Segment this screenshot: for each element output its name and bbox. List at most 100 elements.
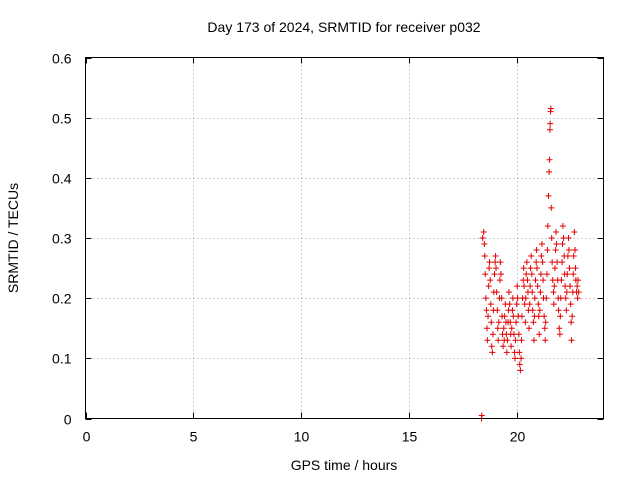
data-point <box>503 349 510 356</box>
data-point <box>544 222 551 229</box>
data-point <box>513 319 520 326</box>
data-point <box>529 289 536 296</box>
data-point <box>544 247 551 254</box>
data-point <box>523 271 530 278</box>
data-point <box>478 412 485 419</box>
data-point <box>508 325 515 332</box>
data-point <box>526 301 533 308</box>
data-point <box>497 271 504 278</box>
data-point <box>574 283 581 290</box>
y-axis-label: SRMTID / TECUs <box>5 183 21 293</box>
data-point <box>512 337 519 344</box>
data-point <box>489 349 496 356</box>
data-point <box>575 277 582 284</box>
y-tick-label: 0.4 <box>52 171 72 187</box>
data-point <box>563 289 570 296</box>
data-point <box>559 259 566 266</box>
data-point <box>548 235 555 241</box>
x-tick-labels: 0 5 10 15 20 <box>83 429 526 445</box>
data-point <box>547 105 554 112</box>
data-point <box>513 301 520 308</box>
data-point <box>556 331 563 338</box>
data-point <box>570 253 577 260</box>
data-point <box>565 235 572 241</box>
y-tick-label: 0.5 <box>52 111 72 127</box>
data-point <box>536 307 543 314</box>
data-point <box>536 331 543 338</box>
data-point <box>495 337 502 344</box>
data-point <box>482 271 489 278</box>
x-axis-label: GPS time / hours <box>291 457 398 473</box>
data-point <box>543 295 550 302</box>
data-point <box>533 247 540 254</box>
data-point <box>493 289 500 296</box>
data-point <box>535 313 542 320</box>
data-point <box>564 271 571 278</box>
data-point <box>574 295 581 302</box>
data-point <box>543 271 550 278</box>
data-point <box>548 204 555 211</box>
y-tick-label: 0.3 <box>52 231 72 247</box>
data-point <box>487 301 494 308</box>
data-point <box>491 271 498 278</box>
data-point <box>516 349 523 356</box>
data-point <box>553 241 560 248</box>
data-point <box>534 283 541 290</box>
data-point <box>535 301 542 308</box>
data-point <box>546 168 553 175</box>
data-point <box>480 228 487 235</box>
data-point <box>508 343 515 350</box>
data-point <box>496 277 503 284</box>
data-point <box>537 289 544 296</box>
data-points <box>478 105 582 422</box>
data-point <box>562 295 569 302</box>
data-point <box>541 325 548 332</box>
data-point <box>492 259 499 266</box>
data-point <box>528 253 535 260</box>
data-point <box>559 222 566 229</box>
x-tick-label: 10 <box>294 429 310 445</box>
data-point <box>547 120 554 127</box>
data-point <box>527 265 534 272</box>
data-point <box>517 367 524 374</box>
data-point <box>568 319 575 326</box>
data-point <box>489 331 496 338</box>
data-point <box>570 271 577 278</box>
data-point <box>485 283 492 290</box>
data-point <box>505 289 512 296</box>
data-point <box>564 253 571 260</box>
data-point <box>567 301 574 308</box>
data-point <box>482 295 489 302</box>
data-point <box>488 319 495 326</box>
data-point <box>518 355 525 362</box>
data-point <box>520 265 527 272</box>
data-point <box>518 313 525 320</box>
data-point <box>575 289 582 296</box>
plot-frame <box>85 57 604 419</box>
data-point <box>531 295 538 302</box>
data-point <box>546 126 553 133</box>
data-point <box>522 295 529 302</box>
data-point <box>540 277 547 284</box>
data-point <box>568 337 575 344</box>
data-point <box>481 241 488 248</box>
data-point <box>565 247 572 254</box>
data-point <box>541 313 548 320</box>
data-point <box>493 265 500 272</box>
data-point <box>555 307 562 314</box>
data-point <box>563 307 570 314</box>
data-point <box>498 295 505 302</box>
data-point <box>534 265 541 272</box>
data-point <box>507 319 514 326</box>
data-point <box>483 307 490 314</box>
x-tick-label: 5 <box>190 429 198 445</box>
data-point <box>545 192 552 199</box>
data-point <box>557 313 564 320</box>
data-point <box>521 283 528 290</box>
data-point <box>522 319 529 326</box>
data-point <box>572 247 579 254</box>
data-point <box>538 241 545 248</box>
data-point <box>524 277 531 284</box>
data-point <box>509 307 516 314</box>
data-point <box>481 253 488 260</box>
